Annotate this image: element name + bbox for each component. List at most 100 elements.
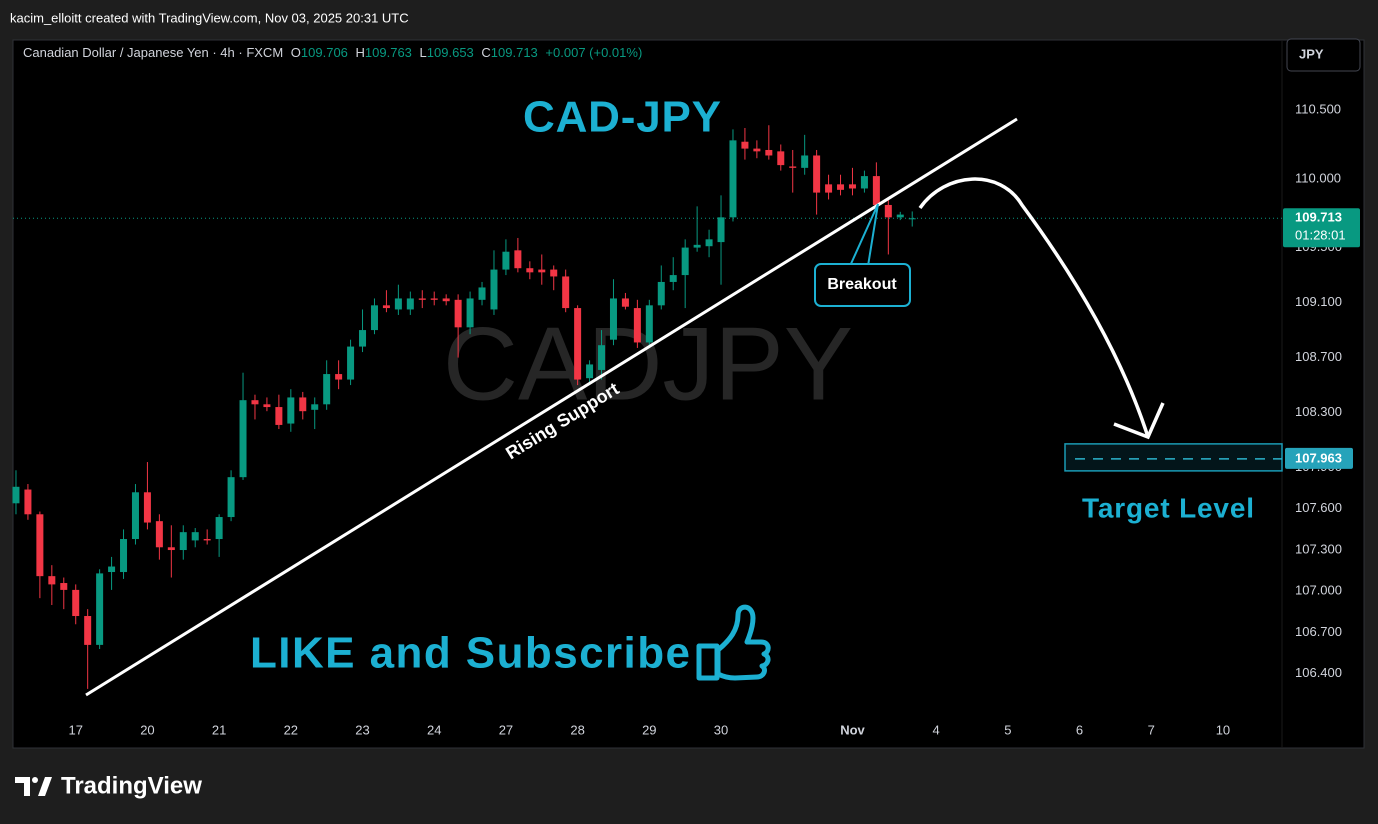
candle-body xyxy=(84,616,92,645)
candle-body xyxy=(837,184,845,190)
ohlc-label: H xyxy=(356,45,365,60)
candle-body xyxy=(430,298,438,300)
y-tick-label: 109.100 xyxy=(1295,294,1342,309)
symbol-header: Canadian Dollar / Japanese Yen · 4h · FX… xyxy=(23,45,642,60)
currency-button[interactable] xyxy=(1286,38,1361,72)
candle-body xyxy=(848,184,856,189)
target-text: Target Level xyxy=(1082,492,1254,523)
last-price-box xyxy=(1283,208,1360,248)
candle-body xyxy=(394,298,402,310)
ohlc-value: 109.763 xyxy=(365,45,412,60)
candle-body xyxy=(645,305,653,343)
candle-body xyxy=(60,583,68,590)
candle-body xyxy=(203,539,211,541)
callout-pointer xyxy=(849,203,879,267)
candle-body xyxy=(227,477,235,518)
x-tick-label: 30 xyxy=(714,722,728,737)
x-tick-label: 20 xyxy=(140,722,154,737)
candle-body xyxy=(633,308,641,343)
candle-body xyxy=(574,308,582,380)
candle-body xyxy=(765,149,773,156)
candle-body xyxy=(263,404,271,408)
plot: 110.500110.000109.500109.100108.700108.3… xyxy=(12,102,1342,737)
last-price-label: 109.713 xyxy=(1295,210,1342,225)
candle-body xyxy=(335,374,343,380)
candle-body xyxy=(167,547,175,551)
callout-text: Breakout xyxy=(827,276,897,293)
candle-body xyxy=(478,287,486,300)
arrow-head xyxy=(1113,402,1165,440)
x-tick-label: 27 xyxy=(499,722,513,737)
candle-body xyxy=(526,268,534,273)
candle-body xyxy=(311,404,319,410)
target-price-box xyxy=(1285,447,1353,469)
candle-body xyxy=(538,269,546,273)
candle-body xyxy=(669,275,677,282)
symbol-name: Canadian Dollar / Japanese Yen · 4h · FX… xyxy=(23,45,283,60)
logo-mark xyxy=(15,777,30,796)
y-tick-label: 106.400 xyxy=(1295,665,1342,680)
candle-body xyxy=(131,492,139,540)
candle-body xyxy=(860,176,868,189)
candle-body xyxy=(693,244,701,248)
candle-body xyxy=(466,298,474,328)
candle-body xyxy=(287,397,295,424)
thumb-hand xyxy=(715,604,771,681)
candle-body xyxy=(370,305,378,331)
candle-body xyxy=(872,176,880,205)
candle-body xyxy=(239,400,247,478)
candle-body xyxy=(741,141,749,149)
candle-body xyxy=(681,247,689,276)
candle-body xyxy=(108,566,116,573)
y-tick-label: 106.700 xyxy=(1295,624,1342,639)
candle-body xyxy=(418,298,426,300)
candle-body xyxy=(179,532,187,551)
target-zone xyxy=(1064,443,1283,472)
candle-body xyxy=(717,217,725,243)
candle-body xyxy=(705,239,713,247)
candle-body xyxy=(12,486,20,504)
currency-label[interactable]: JPY xyxy=(1299,46,1324,61)
y-tick-label: 107.600 xyxy=(1295,500,1342,515)
chart-frame xyxy=(12,39,1365,749)
candle-body xyxy=(120,539,128,573)
projection-arrow xyxy=(918,177,1150,438)
x-tick-label: 17 xyxy=(68,722,82,737)
ohlc-label: C xyxy=(481,45,490,60)
x-tick-label: 6 xyxy=(1076,722,1083,737)
target-price-label: 107.963 xyxy=(1295,450,1342,465)
candle-body xyxy=(896,214,904,218)
candle-body xyxy=(251,400,259,405)
candle-body xyxy=(347,346,355,380)
callout-box xyxy=(814,263,911,307)
ohlc-value: 109.653 xyxy=(427,45,474,60)
x-tick-label: 28 xyxy=(570,722,584,737)
candle-body xyxy=(908,218,916,220)
candle-body xyxy=(191,532,199,541)
candle-body xyxy=(275,407,283,425)
candle-body xyxy=(24,489,32,515)
x-tick-label: 22 xyxy=(284,722,298,737)
trend-line xyxy=(85,117,1018,697)
candle-body xyxy=(813,155,821,193)
x-tick-label: 10 xyxy=(1216,722,1230,737)
candle-body xyxy=(454,299,462,328)
candle-body xyxy=(657,281,665,306)
logo: TradingView xyxy=(15,772,202,799)
x-tick-label: 4 xyxy=(933,722,940,737)
candle-body xyxy=(36,514,44,577)
candle-body xyxy=(48,576,56,585)
candle-body xyxy=(490,269,498,310)
x-tick-label: 29 xyxy=(642,722,656,737)
ohlc-label: L xyxy=(420,45,427,60)
candle-body xyxy=(514,250,522,269)
candle-body xyxy=(406,298,414,310)
candle-body xyxy=(323,374,331,405)
candle-body xyxy=(72,589,80,617)
change: +0.007 (+0.01%) xyxy=(545,45,642,60)
candle-body xyxy=(753,148,761,152)
candle-body xyxy=(550,269,558,277)
call-to-action: LIKE and Subscribe xyxy=(250,629,690,678)
